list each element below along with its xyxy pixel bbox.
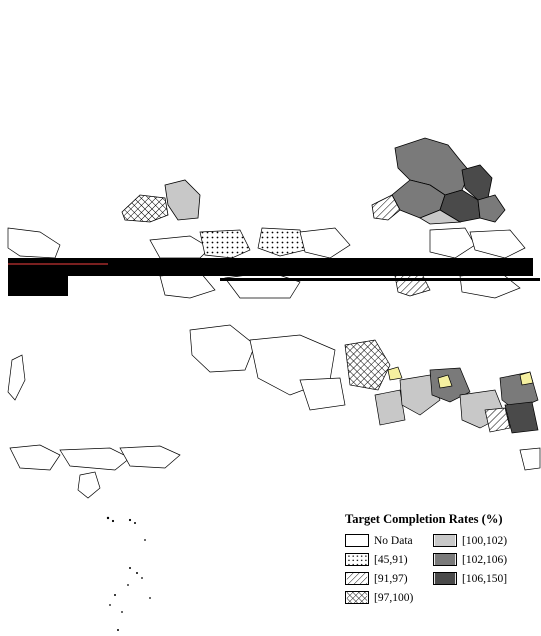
swatch-crosshatch bbox=[345, 591, 369, 604]
south-sea-islands bbox=[106, 516, 151, 631]
legend-item-45-91: [45,91) bbox=[345, 552, 427, 567]
region-n-2 bbox=[121, 194, 169, 223]
legend-label: [100,102) bbox=[462, 534, 508, 547]
legend-label: [106,150] bbox=[462, 572, 508, 585]
map-legend: Target Completion Rates (%) No Data [100… bbox=[345, 512, 535, 605]
legend-label: [97,100) bbox=[374, 591, 414, 604]
legend-label: No Data bbox=[374, 534, 413, 547]
legend-item-106-150: [106,150] bbox=[433, 571, 523, 586]
region-ne-6 bbox=[371, 194, 401, 221]
legend-grid: No Data [100,102) [45,91) [102,106) [91,… bbox=[345, 533, 535, 605]
legend-item-97-100: [97,100) bbox=[345, 590, 427, 605]
region-c-dots-2 bbox=[257, 227, 306, 257]
region-s-cross bbox=[344, 339, 391, 391]
render-artifact-band bbox=[8, 258, 540, 296]
swatch-no-data bbox=[345, 534, 369, 547]
legend-item-no-data: No Data bbox=[345, 533, 427, 548]
region-ne-7 bbox=[419, 209, 462, 225]
legend-label: [45,91) bbox=[374, 553, 408, 566]
swatch-dark-grey bbox=[433, 572, 457, 585]
legend-item-91-97: [91,97) bbox=[345, 571, 427, 586]
region-ne-5 bbox=[477, 194, 506, 223]
swatch-diagonal bbox=[345, 572, 369, 585]
legend-label: [91,97) bbox=[374, 572, 408, 585]
swatch-light-grey bbox=[433, 534, 457, 547]
legend-item-102-106: [102,106) bbox=[433, 552, 523, 567]
legend-title: Target Completion Rates (%) bbox=[345, 512, 503, 526]
region-c-dots-1 bbox=[199, 229, 251, 259]
swatch-dots bbox=[345, 553, 369, 566]
north-fragment bbox=[121, 179, 201, 223]
swatch-mid-grey bbox=[433, 553, 457, 566]
south-region bbox=[7, 324, 539, 434]
legend-label: [102,106) bbox=[462, 553, 508, 566]
region-n-1 bbox=[164, 179, 201, 221]
northeast-region bbox=[371, 137, 506, 225]
legend-item-100-102: [100,102) bbox=[433, 533, 523, 548]
hainan-island bbox=[77, 471, 101, 499]
south-coast bbox=[9, 444, 541, 499]
